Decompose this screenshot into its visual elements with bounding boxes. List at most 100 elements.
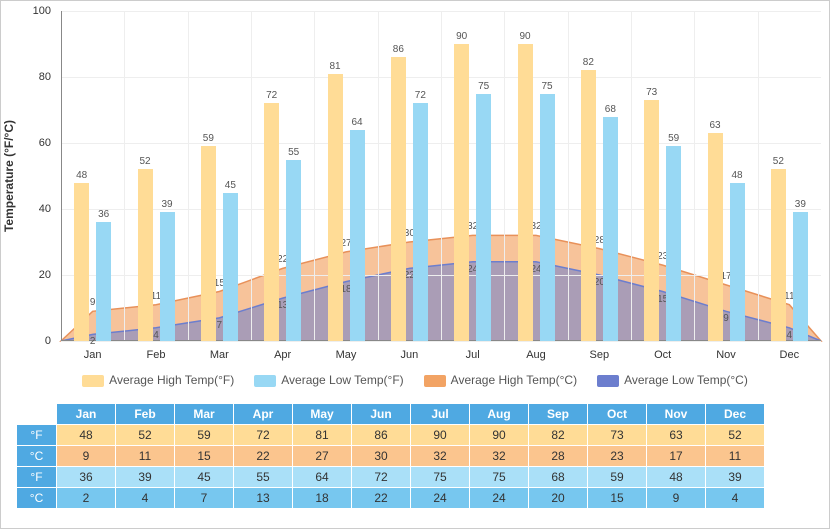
x-tick-label: Feb: [147, 349, 166, 361]
bar: 63: [708, 133, 723, 341]
table-cell: 11: [706, 446, 765, 467]
area-point-label: 4: [787, 330, 793, 341]
bar: 39: [793, 212, 808, 341]
table-cell: 13: [234, 488, 293, 509]
bar: 48: [74, 183, 89, 341]
table-cell: 22: [234, 446, 293, 467]
table-cell: 22: [352, 488, 411, 509]
bar: 86: [391, 57, 406, 341]
vgridline: [631, 11, 632, 341]
table-cell: 20: [529, 488, 588, 509]
table-cell: 18: [293, 488, 352, 509]
table-cell: 86: [352, 425, 411, 446]
bar: 73: [644, 100, 659, 341]
bar: 48: [730, 183, 745, 341]
bar: 59: [666, 146, 681, 341]
y-axis: [61, 11, 62, 341]
bar-label: 68: [605, 104, 616, 115]
table-header-cell: Jul: [411, 404, 470, 425]
bar: 90: [518, 44, 533, 341]
bar-label: 48: [731, 170, 742, 181]
table-cell: 30: [352, 446, 411, 467]
table-cell: 4: [706, 488, 765, 509]
legend-swatch: [424, 375, 446, 387]
bar: 68: [603, 117, 618, 341]
x-tick-label: Mar: [210, 349, 229, 361]
x-tick-label: Nov: [716, 349, 736, 361]
table-cell: 48: [57, 425, 116, 446]
gridline: [61, 341, 821, 342]
table-cell: 72: [234, 425, 293, 446]
area-point-label: 9: [90, 297, 96, 308]
table-cell: 9: [57, 446, 116, 467]
bar: 39: [160, 212, 175, 341]
chart-plot-area: 020406080100JanFebMarAprMayJunJulAugSepO…: [61, 11, 821, 341]
legend-item: Average Low Temp(°F): [254, 373, 403, 387]
bar-label: 81: [329, 61, 340, 72]
bar: 72: [264, 103, 279, 341]
table-cell: 64: [293, 467, 352, 488]
vgridline: [314, 11, 315, 341]
table-cell: 32: [411, 446, 470, 467]
legend-item: Average Low Temp(°C): [597, 373, 748, 387]
bar-label: 36: [98, 209, 109, 220]
bar: 75: [540, 94, 555, 342]
table-cell: 27: [293, 446, 352, 467]
table-cell: 9: [647, 488, 706, 509]
x-tick-label: Jul: [466, 349, 480, 361]
legend-swatch: [82, 375, 104, 387]
bar-label: 63: [709, 120, 720, 131]
area-point-label: 2: [90, 336, 96, 347]
bar: 75: [476, 94, 491, 342]
table-cell: 15: [175, 446, 234, 467]
vgridline: [378, 11, 379, 341]
table-cell: 81: [293, 425, 352, 446]
bar-label: 59: [203, 133, 214, 144]
y-tick-label: 100: [33, 5, 51, 17]
x-tick-label: Sep: [590, 349, 610, 361]
legend-swatch: [597, 375, 619, 387]
table-cell: 59: [588, 467, 647, 488]
x-tick-label: Dec: [780, 349, 800, 361]
legend-item: Average High Temp(°C): [424, 373, 577, 387]
bar: 52: [138, 169, 153, 341]
table-cell: 73: [588, 425, 647, 446]
table-header-cell: Oct: [588, 404, 647, 425]
bar-label: 48: [76, 170, 87, 181]
table-cell: 72: [352, 467, 411, 488]
table-cell: 36: [57, 467, 116, 488]
y-tick-label: 0: [45, 335, 51, 347]
table-cell: 39: [706, 467, 765, 488]
table-header-cell: Feb: [116, 404, 175, 425]
bar: 81: [328, 74, 343, 341]
table-cell: 75: [470, 467, 529, 488]
bar-label: 72: [266, 90, 277, 101]
bar-label: 52: [773, 156, 784, 167]
table-header-cell: Sep: [529, 404, 588, 425]
bar-label: 55: [288, 147, 299, 158]
table-row: °C91115222730323228231711: [17, 446, 765, 467]
bar-label: 59: [668, 133, 679, 144]
bar-label: 75: [541, 81, 552, 92]
table-corner: [17, 404, 57, 425]
x-tick-label: Apr: [274, 349, 291, 361]
table-header-cell: Apr: [234, 404, 293, 425]
bar-label: 90: [456, 31, 467, 42]
table-cell: 45: [175, 467, 234, 488]
table-cell: 90: [411, 425, 470, 446]
bar-label: 90: [519, 31, 530, 42]
data-table: JanFebMarAprMayJunJulAugSepOctNovDec°F48…: [16, 403, 765, 509]
table-cell: 63: [647, 425, 706, 446]
x-tick-label: May: [336, 349, 357, 361]
table-header-cell: Dec: [706, 404, 765, 425]
bar-label: 82: [583, 57, 594, 68]
table-header-cell: May: [293, 404, 352, 425]
legend-item: Average High Temp(°F): [82, 373, 234, 387]
area-point-label: 7: [217, 320, 223, 331]
table-cell: 75: [411, 467, 470, 488]
legend-swatch: [254, 375, 276, 387]
vgridline: [441, 11, 442, 341]
x-tick-label: Aug: [526, 349, 546, 361]
table-cell: 55: [234, 467, 293, 488]
legend-label: Average Low Temp(°F): [281, 373, 403, 387]
